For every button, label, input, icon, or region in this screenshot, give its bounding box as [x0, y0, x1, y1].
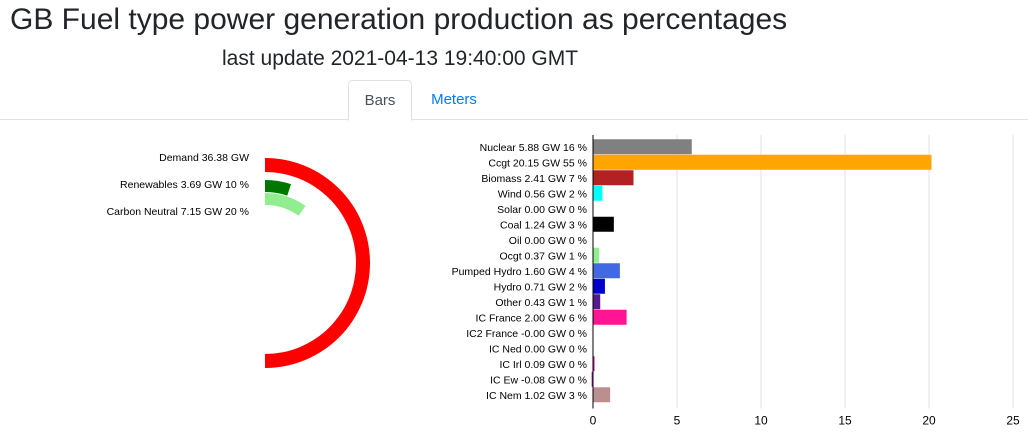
- category-label-8: Pumped Hydro 1.60 GW 4 %: [452, 266, 587, 278]
- radial-label-0: Demand 36.38 GW: [159, 152, 249, 164]
- x-tick-label-0: 0: [590, 414, 597, 428]
- tab-meters[interactable]: Meters: [431, 91, 477, 108]
- category-label-15: IC Ew -0.08 GW 0 %: [490, 374, 587, 386]
- bar-14: [593, 356, 595, 372]
- bar-15: [591, 371, 593, 387]
- category-label-13: IC Ned 0.00 GW 0 %: [489, 343, 587, 355]
- category-label-2: Biomass 2.41 GW 7 %: [481, 173, 587, 185]
- category-label-6: Oil 0.00 GW 0 %: [509, 235, 587, 247]
- bar-2: [593, 170, 634, 186]
- category-label-12: IC2 France -0.00 GW 0 %: [466, 328, 587, 340]
- bar-8: [593, 263, 620, 279]
- bar-10: [593, 294, 601, 310]
- tab-bars[interactable]: Bars: [348, 80, 412, 121]
- bar-1: [593, 154, 932, 170]
- bar-5: [593, 216, 614, 232]
- last-update-text: last update 2021-04-13 19:40:00 GMT: [222, 47, 579, 70]
- category-label-7: Ocgt 0.37 GW 1 %: [499, 250, 587, 262]
- x-tick-label-2: 10: [754, 414, 768, 428]
- category-label-1: Ccgt 20.15 GW 55 %: [488, 157, 587, 169]
- x-tick-label-3: 15: [838, 414, 852, 428]
- page-title: GB Fuel type power generation production…: [10, 3, 788, 36]
- category-label-14: IC Irl 0.09 GW 0 %: [499, 359, 587, 371]
- x-tick-label-1: 5: [674, 414, 681, 428]
- bar-11: [593, 309, 627, 325]
- bar-16: [593, 387, 611, 403]
- generation-bar-chart: 0 5 10 15 20 25 Nuclear 5.88 GW 16 % Ccgt 20.15…: [452, 135, 1020, 428]
- x-tick-label-5: 25: [1006, 414, 1020, 428]
- tab-bar: Bars Meters: [0, 80, 1028, 121]
- radial-arc-0: [265, 158, 370, 368]
- bar-3: [593, 185, 603, 201]
- bar-0: [593, 139, 692, 155]
- radial-arc-1: [265, 180, 292, 196]
- category-label-9: Hydro 0.71 GW 2 %: [494, 281, 587, 293]
- radial-chart: Demand 36.38 GW Renewables 3.69 GW 10 % Ca…: [107, 152, 370, 368]
- radial-label-1: Renewables 3.69 GW 10 %: [120, 179, 249, 191]
- category-label-5: Coal 1.24 GW 3 %: [500, 219, 587, 231]
- category-label-16: IC Nem 1.02 GW 3 %: [486, 390, 587, 402]
- x-tick-label-4: 20: [922, 414, 936, 428]
- category-label-10: Other 0.43 GW 1 %: [495, 297, 587, 309]
- category-label-4: Solar 0.00 GW 0 %: [497, 204, 587, 216]
- radial-label-2: Carbon Neutral 7.15 GW 20 %: [107, 206, 249, 218]
- category-label-0: Nuclear 5.88 GW 16 %: [480, 142, 587, 154]
- radial-arc-2: [265, 193, 306, 216]
- bar-7: [593, 247, 600, 263]
- category-label-3: Wind 0.56 GW 2 %: [498, 188, 587, 200]
- category-label-11: IC France 2.00 GW 6 %: [476, 312, 587, 324]
- bar-9: [593, 278, 605, 294]
